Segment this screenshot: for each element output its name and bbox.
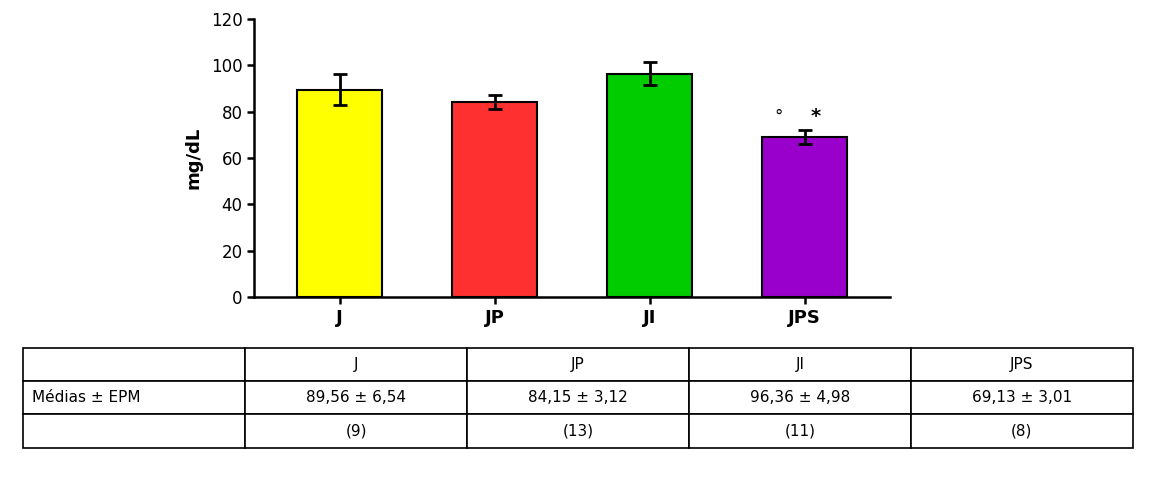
Bar [452, 102, 538, 297]
Bar [607, 74, 692, 297]
Bar [297, 90, 383, 297]
Bar [762, 137, 847, 297]
Text: °: ° [775, 107, 783, 125]
Y-axis label: mg/dL: mg/dL [185, 127, 202, 189]
Text: *: * [810, 107, 821, 126]
